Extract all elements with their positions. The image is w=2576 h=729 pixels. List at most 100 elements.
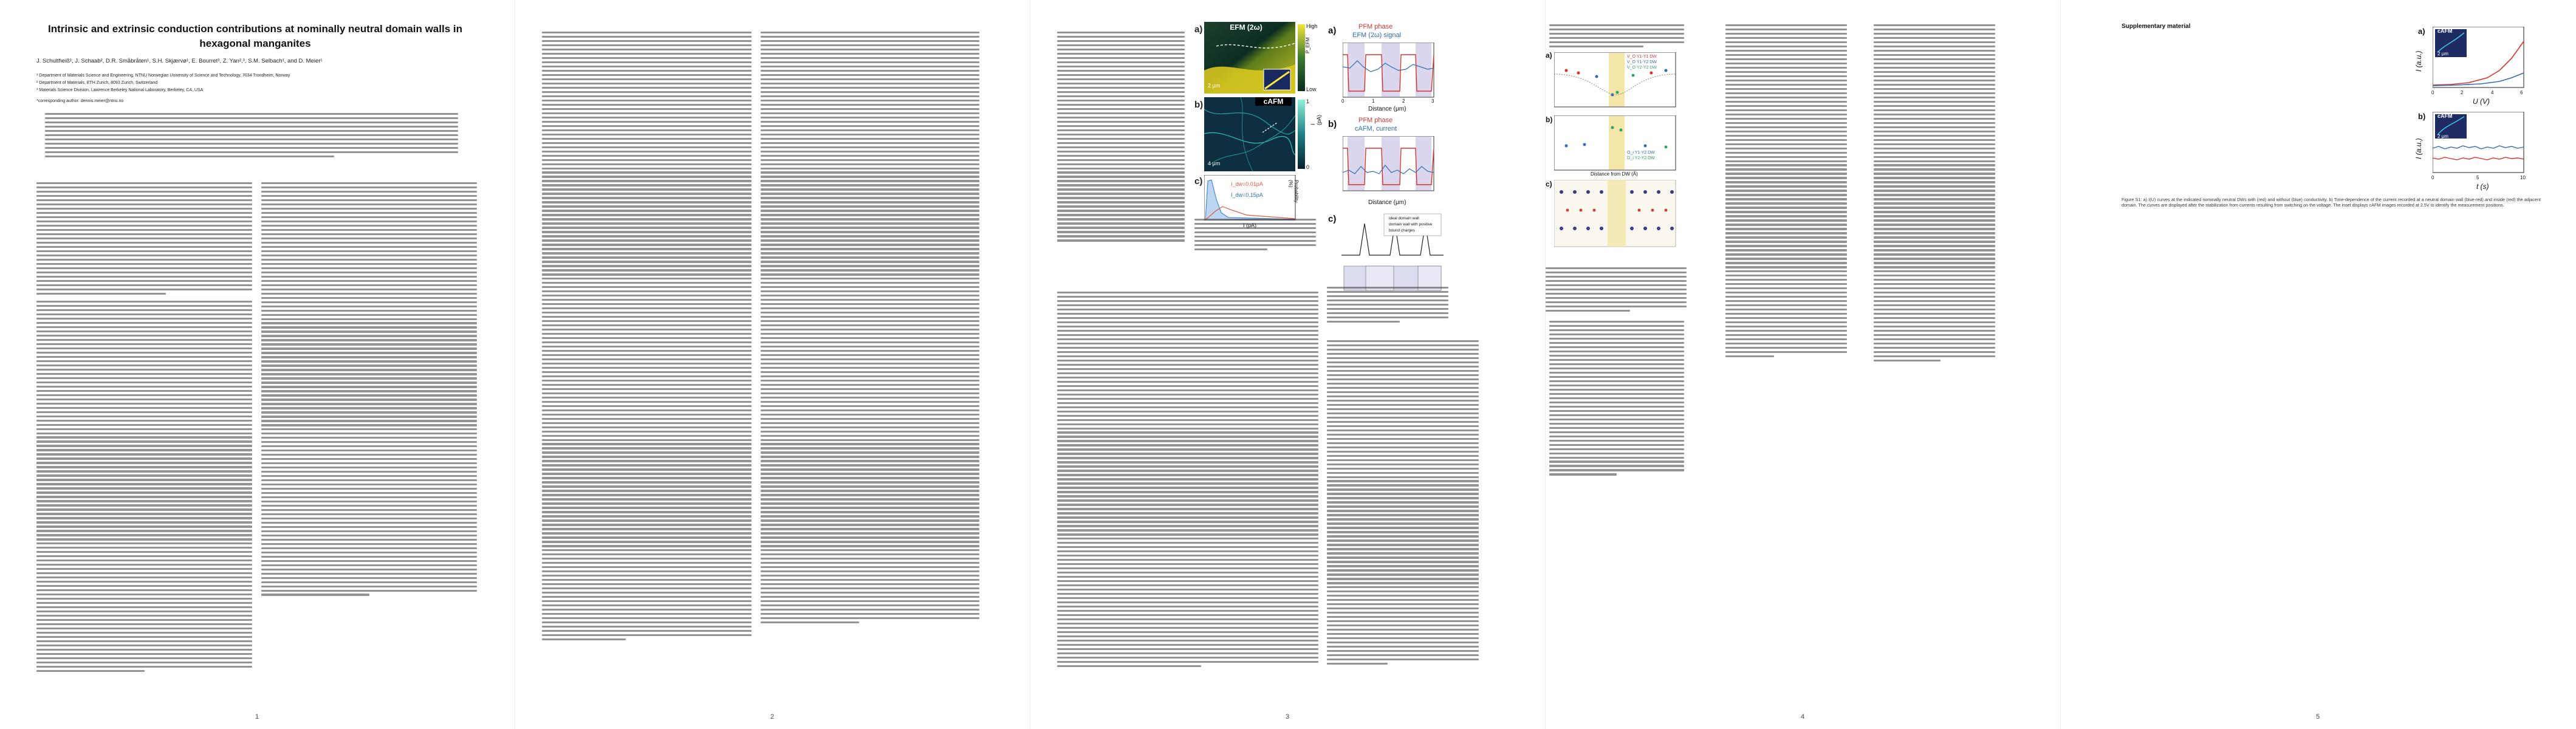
fig3a-legend-3: V_O Y2-Y2 DW <box>1627 66 1657 70</box>
s1b-xtick-0: 0 <box>2431 175 2434 180</box>
vo-points <box>1564 69 1668 97</box>
fig1b-colorbar <box>1298 100 1305 169</box>
fig1a-low-label: Low <box>1306 86 1317 92</box>
s1a-xtick-0: 0 <box>2431 90 2434 95</box>
current-trace-domain <box>2433 157 2524 160</box>
oi-point <box>1619 128 1623 132</box>
vo-point <box>1595 75 1598 78</box>
fig2b-title-2: cAFM, current <box>1355 125 1397 132</box>
affiliation-2: ² Department of Materials, ETH Zurich, 8… <box>36 81 158 85</box>
body-column-left <box>1057 32 1185 244</box>
fig2c-label: c) <box>1328 214 1337 224</box>
fig1a-efm-image <box>1204 22 1295 94</box>
vo-point <box>1631 74 1635 77</box>
vo-point <box>1615 91 1619 94</box>
s1a-xtick-1: 2 <box>2461 90 2464 95</box>
fig1a-title: EFM (2ω) <box>1230 23 1262 32</box>
s1b-xtick-1: 5 <box>2476 175 2479 180</box>
correspondence: *corresponding author: dennis.meier@ntnu… <box>36 99 124 103</box>
fig2a-label: a) <box>1328 26 1337 36</box>
fig2a-xtick-2: 2 <box>1402 98 1405 104</box>
affiliation-1: ¹ Department of Materials Science and En… <box>36 74 290 78</box>
fig3c-label: c) <box>1546 180 1552 188</box>
fig3a-plot <box>1554 52 1676 108</box>
vo-point <box>1577 71 1580 75</box>
fig2c-schematic <box>1341 213 1444 291</box>
body-column-left-top <box>1549 24 1684 50</box>
fig3-xlabel: Distance from DW (Å) <box>1591 171 1638 177</box>
fig1b-scale-label: 4 μm <box>1208 160 1221 166</box>
hist-wall <box>1205 206 1296 221</box>
affiliation-3: ³ Materials Science Division, Lawrence B… <box>36 88 204 92</box>
s1a-label: a) <box>2418 27 2425 36</box>
fig1b-tick-bottom: 0 <box>1306 164 1310 170</box>
paper-title: Intrinsic and extrinsic conduction contr… <box>48 23 462 49</box>
s1a-inset-scale: 2 μm <box>2437 51 2448 56</box>
page-number: 3 <box>1286 713 1290 720</box>
references-column <box>1874 24 1995 364</box>
s1b-label: b) <box>2418 112 2426 121</box>
fig3b-legend-2: O_i Y2-Y2 DW <box>1627 156 1655 160</box>
fig2a-xlabel: Distance (μm) <box>1368 106 1406 112</box>
s1b-plot <box>2433 112 2524 173</box>
s1a-inset-title: cAFM <box>2437 28 2453 34</box>
fig3b-legend-1: O_i Y1-Y2 DW <box>1627 151 1655 155</box>
cafm-current-line <box>1343 165 1434 174</box>
pfm-phase-line <box>1343 54 1434 92</box>
page-3: a) EFM (2ω) 2 μm High Low P_EFM b) <box>1030 0 1546 729</box>
figure-s1-caption: Figure S1: a) I(U) curves at the indicat… <box>2122 197 2541 208</box>
body-column-left <box>36 182 252 674</box>
pfm-phase-line <box>1343 148 1434 185</box>
author-list: J. Schultheiß¹, J. Schaab², D.R. Småbråt… <box>36 58 323 64</box>
fig2b-plot <box>1343 136 1434 191</box>
fig1b-title: cAFM <box>1255 97 1292 106</box>
page-number: 1 <box>255 713 259 720</box>
oi-point <box>1643 144 1647 148</box>
fig3a-legend-2: V_O Y1-Y2 DW <box>1627 60 1657 64</box>
fig3a-label: a) <box>1546 51 1552 60</box>
page-5: Supplementary material a) I (a.u.) cAFM … <box>2061 0 2576 729</box>
fig1b-axis-label: I (pA) <box>1310 114 1322 125</box>
body-column-bottom <box>1057 292 1318 669</box>
fig2b-xlabel: Distance (μm) <box>1368 199 1406 206</box>
fig2b-title-1: PFM phase <box>1358 117 1393 124</box>
body-column-right <box>1327 340 1479 667</box>
fig3a-legend-1: V_O Y1-Y1 DW <box>1627 55 1657 59</box>
fig1c-label: c) <box>1194 176 1203 187</box>
s1b-inset-title: cAFM <box>2437 113 2453 119</box>
fig2a-xtick-3: 3 <box>1431 98 1434 104</box>
oi-point <box>1583 143 1586 146</box>
fig1c-xlabel: I (pA) <box>1243 222 1257 228</box>
fig1a-high-label: High <box>1306 23 1318 29</box>
s1a-xlabel: U (V) <box>2473 97 2490 106</box>
fig1c-annotation-1: I_dw=0.01pA <box>1231 181 1263 187</box>
hist-domain <box>1205 179 1296 221</box>
figure-3: a) V_O Y1-Y1 DW V_O Y1-Y2 DW V_O Y2-Y2 D… <box>1542 51 1694 264</box>
oi-points <box>1564 126 1668 149</box>
fig1b-label: b) <box>1194 100 1204 110</box>
oi-point <box>1564 144 1568 148</box>
current-trace-wall <box>2433 145 2524 149</box>
fig2a-plot <box>1343 43 1434 98</box>
s1a-ylabel: I (a.u.) <box>2414 50 2423 72</box>
vo-point <box>1564 69 1568 72</box>
efm-domain-stripe <box>1216 43 1295 49</box>
s1b-xlabel: t (s) <box>2476 182 2489 191</box>
fig2c-legend-1: ideal domain wall <box>1389 216 1419 221</box>
s1a-inset-image <box>2435 29 2467 57</box>
fig3c-structure <box>1554 180 1676 247</box>
fig3b-label: b) <box>1546 115 1553 124</box>
supplementary-heading: Supplementary material <box>2122 23 2191 30</box>
s1a-xtick-2: 4 <box>2491 90 2494 95</box>
s1b-ylabel: I (a.u.) <box>2414 138 2423 159</box>
fig1a-colorbar <box>1298 24 1305 91</box>
fig1-caption <box>1194 219 1316 253</box>
oi-point <box>1611 126 1614 129</box>
page-2: 2 <box>515 0 1030 729</box>
figure-1: a) EFM (2ω) 2 μm High Low P_EFM b) <box>1194 22 1322 307</box>
s1a-xtick-3: 6 <box>2520 90 2523 95</box>
page-number: 4 <box>1801 713 1805 720</box>
fig1c-ylabel: Probability (%) <box>1288 180 1299 203</box>
page-1: Intrinsic and extrinsic conduction contr… <box>0 0 515 729</box>
fig2a-title-2: EFM (2ω) signal <box>1352 32 1402 39</box>
